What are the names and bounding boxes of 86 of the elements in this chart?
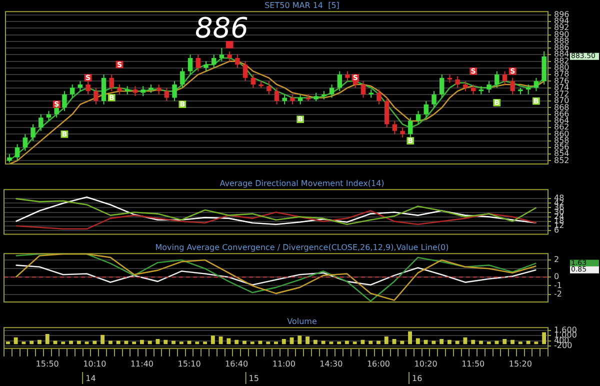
bar	[542, 332, 546, 344]
bar	[352, 342, 357, 344]
x-tick-label: 15:50	[36, 359, 59, 368]
bar	[447, 340, 452, 344]
bar	[61, 342, 66, 344]
x-tick-label: 16:00	[366, 359, 390, 368]
bar	[45, 334, 50, 344]
bar	[226, 338, 231, 344]
y-tick-label: 888	[554, 36, 570, 46]
x-tick-label: 10:10	[83, 359, 106, 368]
annotation: 886	[194, 11, 248, 44]
text: 16	[412, 374, 422, 384]
y-tick-label: 882	[554, 56, 570, 66]
bar	[408, 331, 412, 344]
chart-title: Moving Average Convergence / Divergence(CLOSE,26,12,9),Value Line(0)	[155, 242, 449, 252]
candlestick	[306, 94, 311, 102]
bar	[6, 342, 10, 344]
x-tick-label: 10:20	[414, 359, 438, 368]
bar	[195, 342, 200, 344]
y-tick-label: -200	[554, 340, 572, 350]
y-tick-label: 890	[554, 30, 570, 39]
bar	[486, 342, 491, 344]
chart-title: Volume	[287, 316, 317, 326]
bar	[203, 342, 208, 344]
y-tick-label: 874	[554, 82, 570, 92]
bar	[132, 342, 136, 344]
bar	[100, 334, 105, 344]
bar	[210, 336, 215, 344]
bar	[164, 340, 168, 344]
bar	[218, 336, 223, 344]
y-tick-label: 2	[554, 255, 560, 264]
bar	[518, 342, 522, 344]
x-tick-label: 16:40	[225, 359, 248, 368]
x-tick-label: 15:10	[178, 359, 201, 368]
y-tick-label: 878	[554, 70, 570, 79]
bar	[266, 342, 270, 344]
y-tick-label: 884	[554, 50, 570, 59]
x-tick-label: 11:40	[130, 359, 154, 368]
bar	[534, 342, 538, 344]
y-tick-label: 866	[554, 109, 570, 118]
text: 15	[248, 374, 259, 384]
bar	[179, 342, 184, 344]
bar	[471, 340, 476, 344]
text: 14	[86, 374, 96, 384]
bar	[298, 336, 302, 344]
y-tick-label: 868	[554, 102, 570, 112]
x-tick-label: 11:50	[462, 359, 485, 368]
bar	[274, 342, 278, 344]
y-tick-label: 880	[554, 63, 570, 72]
bar	[510, 340, 514, 344]
bar	[416, 338, 420, 344]
y-tick-label: 862	[554, 122, 570, 132]
bar	[140, 340, 144, 344]
y-tick-label: 854	[554, 149, 570, 158]
y-tick-label: 870	[554, 96, 570, 106]
bar	[384, 336, 388, 344]
chart-title: SET50 MAR 14 [5]	[264, 0, 340, 10]
y-tick-label: 0	[554, 272, 560, 282]
bar	[329, 342, 334, 344]
x-tick-label: 15:20	[508, 359, 532, 368]
bar	[313, 340, 318, 344]
x-tick-label: 14:30	[320, 359, 343, 368]
y-tick-label: 852	[554, 156, 570, 165]
bar	[22, 342, 26, 344]
bar	[424, 340, 428, 344]
bar	[250, 342, 254, 344]
y-tick-label: -1	[554, 280, 562, 290]
y-tick-label: 860	[554, 129, 570, 138]
x-tick-label: 11:00	[272, 359, 296, 368]
bar	[38, 340, 42, 344]
bar	[306, 336, 310, 344]
y-tick-label: 858	[554, 136, 570, 145]
bar	[234, 340, 239, 344]
bar	[463, 337, 468, 344]
chart-title: Average Directional Movement Index(14)	[220, 178, 384, 188]
y-tick-label: 892	[554, 23, 570, 32]
y-tick-label: -2	[554, 289, 562, 298]
bar	[282, 339, 286, 344]
point	[226, 41, 234, 48]
bar	[440, 339, 444, 344]
y-tick-label: 876	[554, 76, 570, 86]
bar	[502, 339, 507, 344]
bar	[337, 342, 342, 344]
y-tick-label: 896	[554, 10, 570, 19]
bar	[14, 337, 18, 344]
bar	[84, 342, 89, 344]
